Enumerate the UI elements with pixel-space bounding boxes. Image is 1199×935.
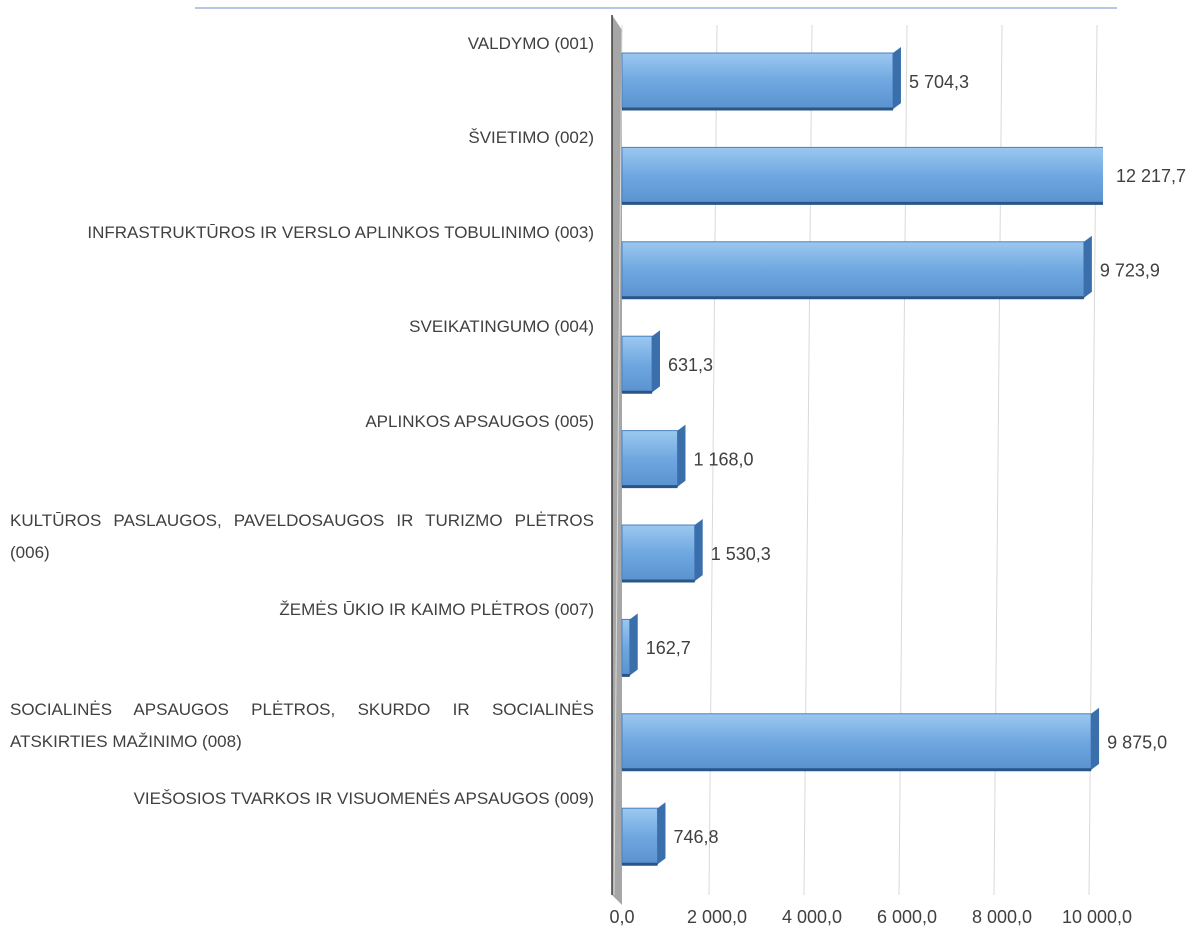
bar — [621, 524, 696, 582]
category-label: VIEŠOSIOS TVARKOS IR VISUOMENĖS APSAUGOS… — [133, 789, 594, 809]
bar — [621, 807, 658, 865]
grid-line — [613, 24, 623, 896]
category-label: APLINKOS APSAUGOS (005) — [365, 411, 594, 431]
bar-side — [1091, 707, 1100, 770]
value-label: 162,7 — [646, 638, 691, 658]
bar-side — [657, 802, 666, 865]
x-tick-label: 4 000,0 — [782, 907, 842, 927]
value-label: 1 530,3 — [711, 544, 771, 564]
bar — [621, 713, 1092, 771]
value-label: 9 723,9 — [1100, 261, 1160, 281]
category-label: ŠVIETIMO (002) — [468, 128, 594, 148]
bar — [621, 430, 678, 488]
category-label: INFRASTRUKTŪROS IR VERSLO APLINKOS TOBUL… — [87, 222, 594, 242]
bar — [621, 146, 1103, 204]
value-label: 746,8 — [673, 827, 718, 847]
bar-side — [651, 330, 660, 393]
category-label: SOCIALINĖS APSAUGOS PLĖTROS, SKURDO IR S… — [10, 699, 594, 751]
category-label: KULTŪROS PASLAUGOS, PAVELDOSAUGOS IR TUR… — [10, 511, 594, 562]
bar-side — [892, 47, 901, 109]
bar — [621, 618, 631, 676]
bar-side — [694, 519, 703, 581]
x-tick-label: 8 000,0 — [972, 907, 1032, 927]
x-tick-label: 2 000,0 — [687, 907, 747, 927]
bar-side — [1083, 235, 1092, 298]
category-label: SVEIKATINGUMO (004) — [409, 317, 594, 337]
bars — [621, 47, 1103, 866]
value-label: 5 704,3 — [909, 72, 969, 92]
bar-side — [629, 613, 638, 676]
bar — [621, 241, 1085, 299]
value-label: 9 875,0 — [1107, 733, 1167, 753]
bar-side — [677, 424, 686, 487]
x-tick-label: 0,0 — [609, 907, 634, 927]
value-label: 631,3 — [668, 355, 713, 375]
category-label: ŽEMĖS ŪKIO IR KAIMO PLĖTROS (007) — [279, 600, 594, 620]
category-label: VALDYMO (001) — [467, 34, 594, 53]
x-tick-label: 6 000,0 — [877, 907, 937, 927]
x-tick-label: 10 000,0 — [1062, 907, 1132, 927]
value-label: 12 217,7 — [1116, 166, 1186, 186]
value-label: 1 168,0 — [693, 449, 753, 469]
back-wall — [612, 15, 622, 905]
bar — [621, 335, 653, 393]
bar — [621, 52, 894, 110]
